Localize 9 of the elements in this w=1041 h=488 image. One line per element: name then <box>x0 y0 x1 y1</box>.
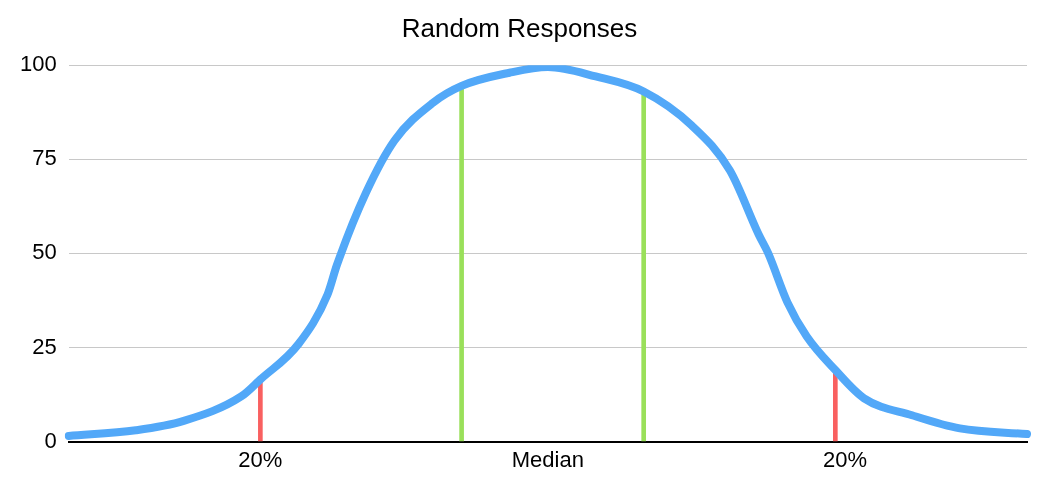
x-tick-label: 20% <box>822 446 867 472</box>
y-tick-label: 50 <box>32 239 57 265</box>
x-tick-label: Median <box>511 446 584 472</box>
y-tick-label: 100 <box>19 51 57 77</box>
y-tick-label: 0 <box>44 427 57 453</box>
y-tick-label: 75 <box>32 145 57 171</box>
x-tick-label: 20% <box>238 446 283 472</box>
y-tick-label: 25 <box>32 333 57 359</box>
chart-title: Random Responses <box>401 12 638 43</box>
